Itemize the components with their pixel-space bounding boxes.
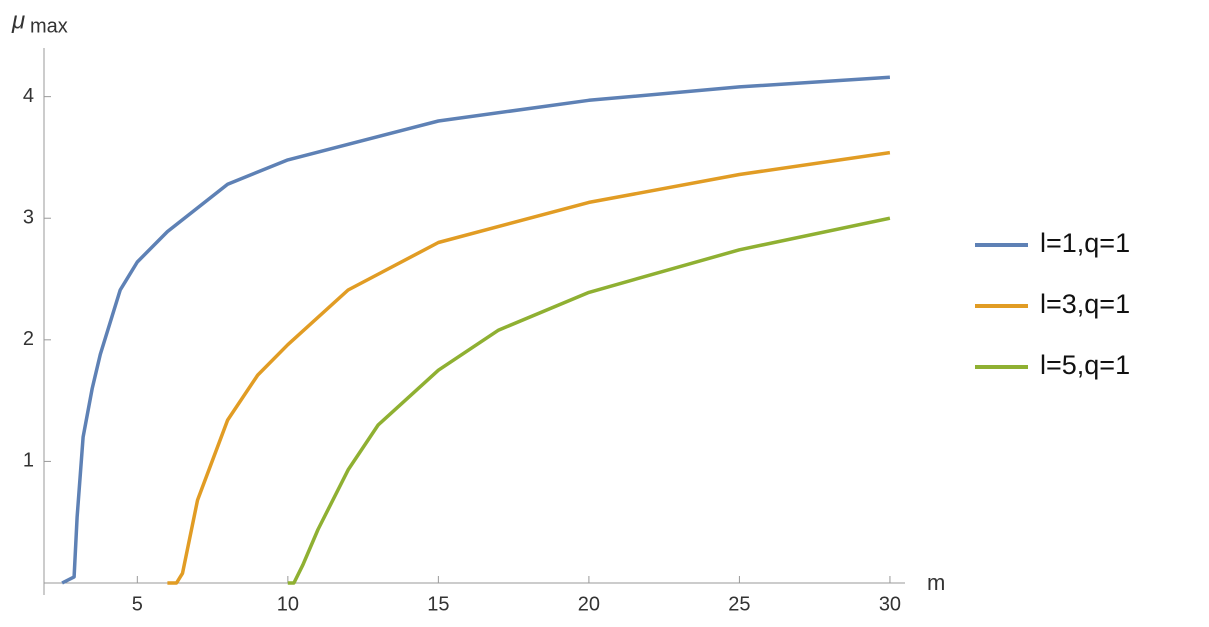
y-tick-label: 1	[23, 450, 34, 472]
x-tick-label: 25	[728, 593, 750, 615]
legend-label: l=5,q=1	[1040, 350, 1130, 380]
y-tick-label: 3	[23, 207, 34, 229]
y-axis-label-symbol: μ	[11, 7, 25, 34]
series-line	[167, 150, 891, 585]
legend-label: l=1,q=1	[1040, 228, 1130, 258]
y-tick-label: 4	[23, 85, 34, 107]
y-tick-label: 2	[23, 328, 34, 350]
x-tick-label: 20	[578, 593, 600, 615]
y-axis-label-subscript: max	[30, 15, 68, 37]
series-line	[61, 75, 891, 585]
x-tick-label: 10	[277, 593, 299, 615]
x-axis-label: m	[927, 570, 945, 595]
x-tick-label: 15	[427, 593, 449, 615]
legend-label: l=3,q=1	[1040, 289, 1130, 319]
x-tick-label: 5	[132, 593, 143, 615]
x-tick-label: 30	[879, 593, 901, 615]
series-line	[287, 216, 891, 585]
